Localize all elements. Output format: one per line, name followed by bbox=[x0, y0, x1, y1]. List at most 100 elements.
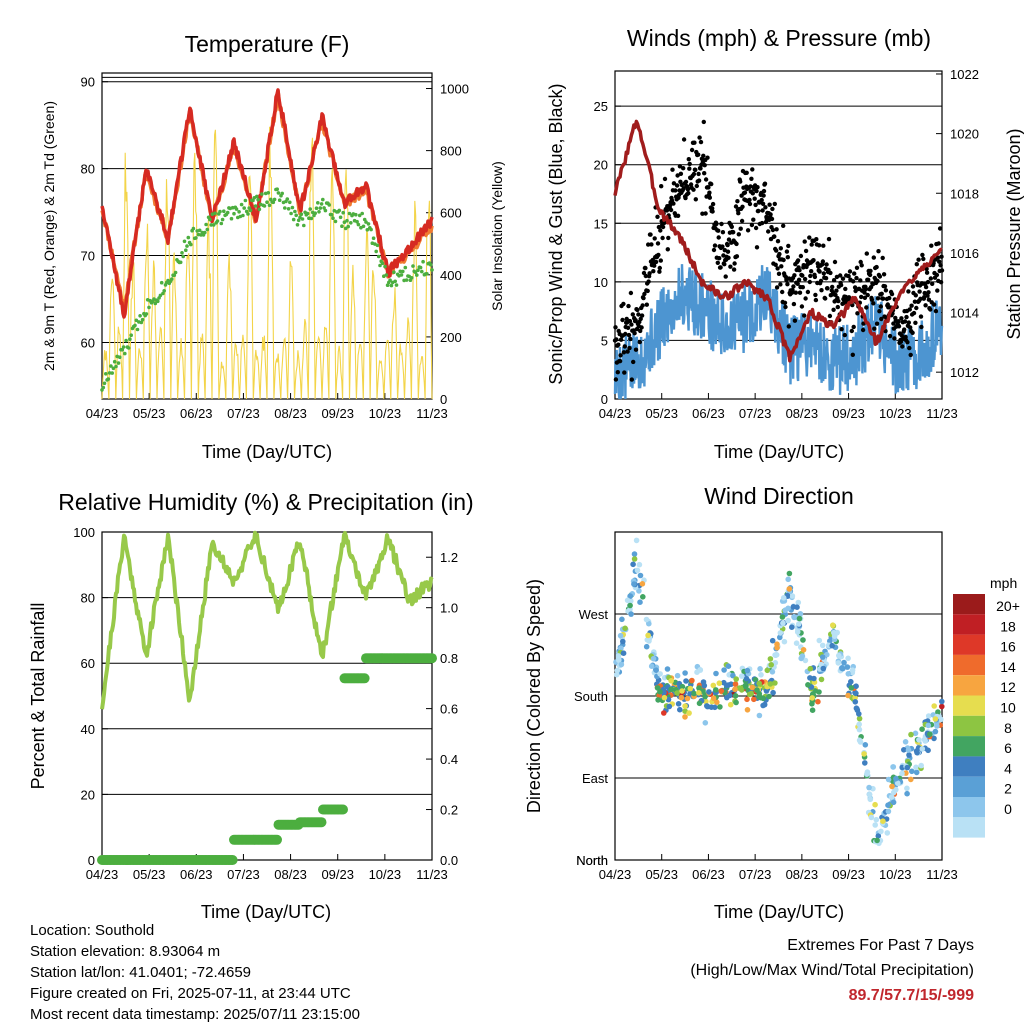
winds-title: Winds (mph) & Pressure (mb) bbox=[627, 25, 931, 51]
gust-point bbox=[892, 336, 897, 341]
gust-point bbox=[918, 314, 924, 319]
x-tick-label: 11/23 bbox=[416, 406, 448, 421]
dewpoint-point bbox=[346, 224, 351, 229]
direction-point bbox=[875, 833, 882, 839]
gust-point bbox=[645, 288, 650, 294]
dewpoint-point bbox=[305, 211, 310, 216]
gust-point bbox=[701, 153, 706, 158]
dewpoint-point bbox=[246, 212, 250, 216]
direction-point bbox=[712, 704, 718, 711]
dewpoint-point bbox=[272, 197, 277, 202]
gust-point bbox=[755, 185, 760, 190]
dewpoint-point bbox=[399, 273, 404, 277]
gust-point bbox=[664, 208, 670, 213]
gust-point bbox=[770, 227, 776, 233]
gust-point bbox=[835, 304, 840, 310]
dewpoint-point bbox=[243, 198, 248, 203]
gust-point bbox=[623, 331, 628, 337]
gust-point bbox=[628, 336, 633, 342]
direction-point bbox=[807, 665, 814, 672]
dewpoint-point bbox=[342, 220, 347, 224]
direction-point bbox=[619, 616, 625, 623]
y2-tick-label: 0.8 bbox=[440, 651, 458, 666]
direction-point bbox=[657, 671, 663, 677]
direction-point bbox=[769, 637, 776, 644]
direction-point bbox=[733, 699, 739, 706]
dewpoint-point bbox=[425, 272, 429, 276]
gust-point bbox=[656, 252, 661, 258]
gust-point bbox=[805, 289, 811, 295]
direction-point bbox=[679, 683, 686, 690]
dewpoint-point bbox=[161, 291, 165, 296]
direction-point bbox=[727, 692, 733, 699]
gust-point bbox=[821, 243, 826, 248]
direction-point bbox=[852, 695, 858, 701]
gust-point bbox=[912, 299, 918, 304]
gust-point bbox=[833, 292, 838, 298]
gust-point bbox=[774, 285, 780, 290]
gust-point bbox=[671, 201, 676, 206]
gust-point bbox=[933, 308, 939, 314]
direction-point bbox=[805, 682, 811, 688]
gust-point bbox=[747, 197, 752, 203]
dewpoint-point bbox=[128, 337, 132, 342]
gust-point bbox=[834, 274, 840, 280]
gust-point bbox=[710, 201, 716, 207]
gust-point bbox=[702, 163, 707, 168]
direction-point bbox=[756, 680, 762, 687]
gust-point bbox=[681, 166, 686, 171]
dewpoint-point bbox=[300, 217, 305, 221]
gust-point bbox=[930, 281, 935, 286]
gust-point bbox=[906, 289, 911, 294]
direction-point bbox=[723, 682, 730, 689]
gust-point bbox=[698, 139, 704, 145]
gust-point bbox=[864, 305, 869, 310]
gust-point bbox=[791, 301, 797, 307]
gust-point bbox=[754, 245, 760, 250]
dewpoint-point bbox=[104, 372, 108, 376]
humidity-xlabel: Time (Day/UTC) bbox=[201, 902, 331, 922]
gust-point bbox=[749, 222, 755, 228]
gust-point bbox=[905, 340, 910, 345]
gust-point bbox=[917, 289, 922, 294]
direction-point bbox=[785, 576, 791, 583]
solar-insolation-line bbox=[101, 126, 433, 400]
temperature-xlabel: Time (Day/UTC) bbox=[202, 442, 332, 462]
gust-point bbox=[820, 259, 826, 264]
direction-point bbox=[682, 670, 688, 676]
direction-point bbox=[935, 709, 941, 715]
direction-point bbox=[789, 593, 796, 599]
dewpoint-point bbox=[253, 204, 258, 208]
gust-point bbox=[675, 213, 681, 218]
direction-point bbox=[744, 667, 751, 674]
direction-point bbox=[849, 667, 856, 673]
gust-point bbox=[814, 237, 819, 242]
dewpoint-point bbox=[232, 211, 236, 216]
direction-point bbox=[777, 634, 783, 641]
gust-point bbox=[937, 226, 943, 231]
dewpoint-point bbox=[321, 197, 325, 202]
direction-point bbox=[931, 735, 937, 742]
x-tick-label: 09/23 bbox=[321, 867, 354, 882]
gust-point bbox=[859, 294, 864, 300]
dewpoint-point bbox=[323, 208, 328, 213]
dewpoint-point bbox=[208, 217, 212, 222]
y-tick-label: North bbox=[576, 853, 608, 868]
gust-point bbox=[632, 331, 637, 336]
gust-point bbox=[735, 199, 740, 204]
gust-point bbox=[899, 316, 904, 321]
humidity-title: Relative Humidity (%) & Precipitation (i… bbox=[58, 489, 473, 515]
gust-point bbox=[853, 288, 858, 294]
direction-point bbox=[633, 537, 640, 544]
gust-point bbox=[786, 324, 791, 329]
direction-point bbox=[796, 621, 802, 627]
dewpoint-point bbox=[322, 206, 326, 210]
direction-point bbox=[655, 697, 661, 703]
dewpoint-point bbox=[215, 219, 220, 223]
gust-point bbox=[692, 140, 697, 145]
gust-point bbox=[742, 190, 748, 195]
gust-point bbox=[880, 255, 885, 261]
gust-point bbox=[728, 264, 733, 269]
direction-point bbox=[713, 687, 719, 693]
